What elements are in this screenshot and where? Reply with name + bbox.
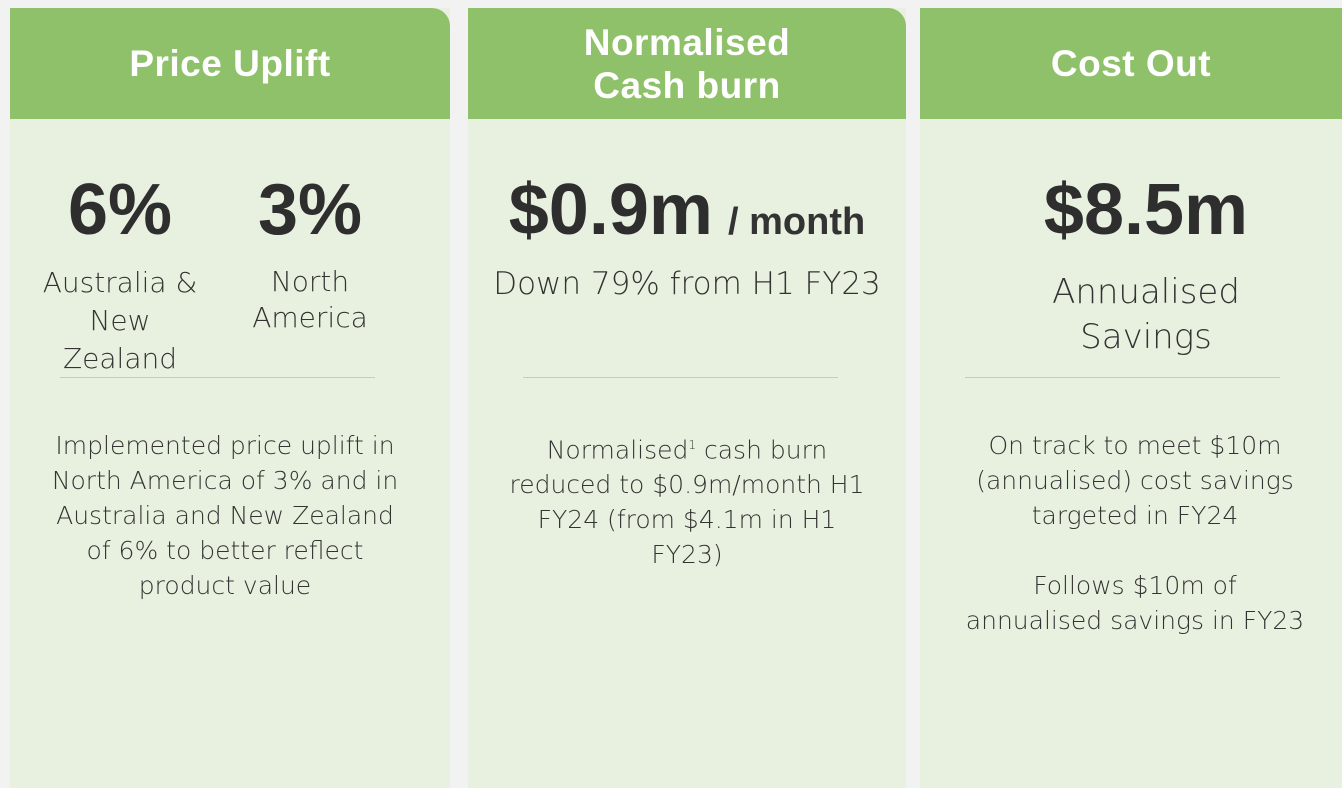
metric-label: Australia & New Zealand xyxy=(42,266,198,375)
headline-value: $8.5m xyxy=(1043,170,1249,250)
paragraph: Implemented price uplift in North Americ… xyxy=(51,431,399,600)
card-body: Normalised1 cash burn reduced to $0.9m/m… xyxy=(502,428,872,572)
card: Normalised Cash burn $0.9m / month Down … xyxy=(468,8,906,788)
headline-value: $0.9m xyxy=(508,170,713,250)
metric-value: 3% xyxy=(257,170,363,250)
subtitle: Down 79% from H1 FY23 xyxy=(493,266,881,302)
paragraph: On track to meet $10m (annualised) cost … xyxy=(976,431,1294,530)
card-header: Normalised Cash burn xyxy=(468,8,906,119)
card-header: Price Uplift xyxy=(10,8,450,119)
metric-value: 6% xyxy=(67,170,173,250)
card: Price Uplift 6% 3% Australia & New Zeala… xyxy=(10,8,450,788)
headline-suffix: / month xyxy=(728,201,866,243)
subtitle: Annualised Savings xyxy=(1052,272,1240,357)
separator xyxy=(965,377,1280,378)
card: Cost Out $8.5m Annualised Savings On tra… xyxy=(920,8,1342,788)
text: cash burn reduced to $0.9m/month H1 FY24… xyxy=(509,435,865,570)
metric-label: North America xyxy=(252,265,368,334)
text: Normalised xyxy=(546,435,689,465)
card-title: Cost Out xyxy=(1050,43,1212,84)
card-title: Normalised Cash burn xyxy=(583,21,791,106)
card-body: Implemented price uplift in North Americ… xyxy=(50,428,400,638)
separator xyxy=(523,377,838,378)
card-title: Price Uplift xyxy=(129,43,331,84)
card-body: On track to meet $10m (annualised) cost … xyxy=(945,428,1325,673)
separator xyxy=(60,377,375,378)
card-header: Cost Out xyxy=(920,8,1342,119)
footnote-ref: 1 xyxy=(688,438,697,452)
headline: $0.9m / month xyxy=(468,170,906,250)
paragraph: Follows $10m of annualised savings in FY… xyxy=(965,571,1305,635)
